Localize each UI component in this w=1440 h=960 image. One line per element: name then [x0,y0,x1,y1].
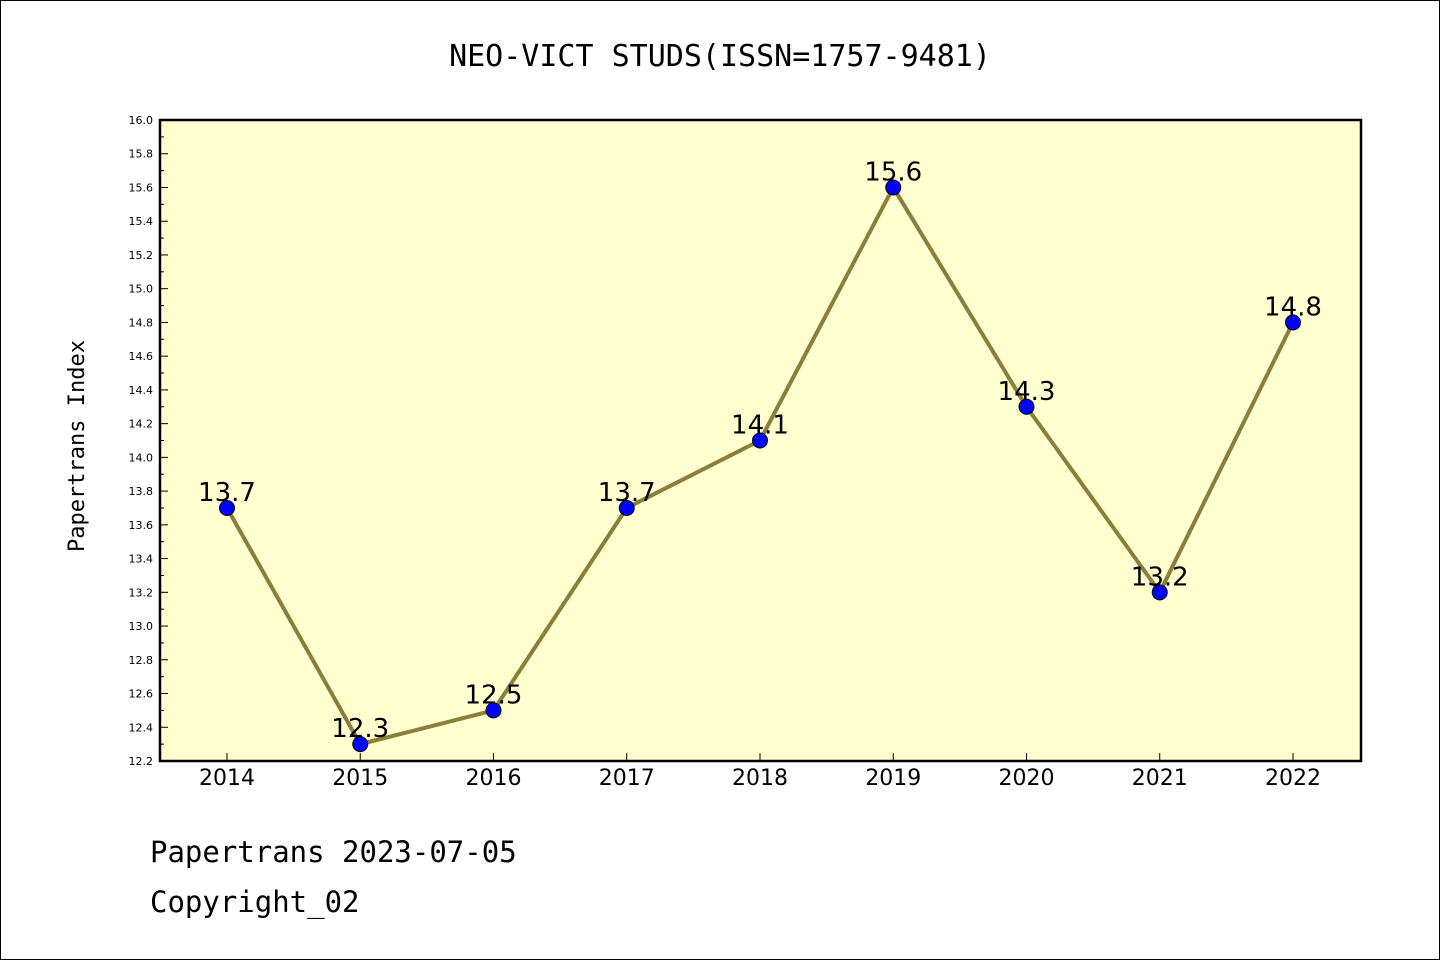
data-point [1018,398,1035,415]
data-label: 14.8 [1264,292,1322,322]
y-tick-label: 12.2 [129,755,154,768]
y-tick-label: 13.8 [129,485,154,498]
data-label: 14.1 [731,411,789,441]
chart-title: NEO-VICT STUDS(ISSN=1757-9481) [449,39,991,74]
y-tick-label: 13.6 [129,519,154,532]
y-tick-label: 14.8 [129,316,154,329]
data-label: 14.3 [998,377,1056,407]
y-tick-label: 16.0 [129,114,154,127]
data-label: 13.7 [598,478,656,508]
data-point [618,499,635,516]
x-tick-label: 2015 [332,766,388,791]
data-point [1151,584,1168,601]
x-tick-label: 2014 [199,766,255,791]
data-point [219,499,235,516]
data-label: 12.3 [331,714,389,744]
x-tick-label: 2016 [466,766,522,791]
data-point [1285,314,1301,331]
data-label: 13.2 [1131,562,1189,592]
y-tick-label: 14.0 [129,451,154,464]
y-tick-label: 15.6 [129,181,154,194]
y-tick-label: 15.4 [129,215,154,228]
y-tick-label: 12.6 [129,688,154,701]
footer-copyright: Copyright_02 [150,885,360,919]
x-tick-label: 2021 [1132,766,1188,791]
y-tick-label: 15.2 [129,249,154,262]
y-tick-label: 14.2 [129,418,154,431]
footer-date: Papertrans 2023-07-05 [150,835,517,869]
data-point [885,179,902,196]
y-tick-label: 15.0 [129,283,154,296]
y-tick-label: 14.6 [129,350,154,363]
data-label: 12.5 [465,680,523,710]
y-tick-label: 14.4 [129,384,154,397]
y-tick-label: 12.4 [129,721,154,734]
data-point [752,432,768,449]
y-tick-label: 13.4 [129,553,154,566]
x-tick-label: 2019 [865,766,921,791]
plot-border [158,118,1363,763]
y-tick-label: 13.0 [129,620,154,633]
data-point [485,702,502,719]
data-labels: 13.7 12.3 12.5 13.7 14.1 15.6 14.3 13.2 14.8 [198,157,1322,744]
x-tick-label: 2020 [999,766,1055,791]
data-label: 13.7 [198,478,256,508]
y-tick-label: 12.8 [129,654,154,667]
y-tick-label: 13.2 [129,586,154,599]
y-axis-label: Papertrans Index [65,340,90,552]
data-series [219,179,1301,753]
y-axis-ticks: 12.2 12.4 12.6 12.8 13.0 13.2 13.4 13.6 13.8 14.0… [129,114,168,768]
y-tick-label: 15.8 [129,148,154,161]
x-tick-label: 2018 [732,766,788,791]
data-point [352,736,369,753]
x-tick-label: 2022 [1265,766,1321,791]
x-axis-ticks: 2014 2015 2016 2017 2018 2019 2020 2021 2022 [199,753,1321,791]
data-label: 15.6 [864,157,922,187]
x-tick-label: 2017 [599,766,655,791]
